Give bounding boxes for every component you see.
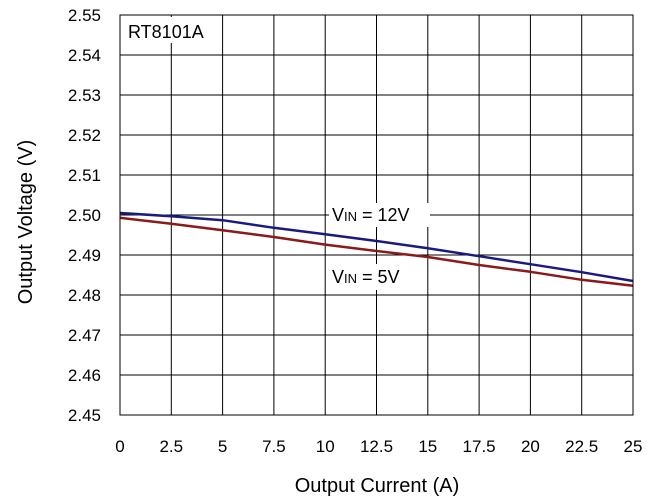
plot-frame (119, 14, 634, 416)
y-tick-label: 2.48 (68, 286, 101, 305)
x-tick-label: 12.5 (360, 437, 393, 456)
y-axis-label: Output Voltage (V) (15, 140, 37, 305)
y-tick-label: 2.54 (68, 46, 101, 65)
x-tick-label: 5 (218, 437, 227, 456)
series-line-vin-12v (119, 211, 634, 283)
y-tick-label: 2.49 (68, 246, 101, 265)
device-label: RT8101A (128, 22, 204, 42)
x-tick-label: 25 (624, 437, 643, 456)
y-tick-label: 2.45 (68, 406, 101, 425)
y-tick-label: 2.47 (68, 326, 101, 345)
vin5-sub: IN (344, 271, 357, 286)
y-tick-label: 2.51 (68, 166, 101, 185)
vin12-label-bg (329, 203, 430, 227)
x-tick-label: 22.5 (565, 437, 598, 456)
x-tick-label: 7.5 (262, 437, 286, 456)
y-tick-labels: 2.45 2.46 2.47 2.48 2.49 2.50 2.51 2.52 2.53 2.54… (68, 6, 101, 425)
vin5-rest: = 5V (357, 267, 400, 287)
x-tick-label: 10 (316, 437, 335, 456)
x-tick-label: 20 (521, 437, 540, 456)
series-lines (119, 211, 634, 288)
x-tick-label: 17.5 (463, 437, 496, 456)
x-axis-label: Output Current (A) (295, 475, 460, 497)
vin12-label: VIN = 12V (332, 205, 410, 225)
vin12-rest: = 12V (357, 205, 410, 225)
vin5-label: VIN = 5V (332, 267, 400, 287)
vin5-v: V (332, 267, 344, 287)
vin5-label-bg (329, 264, 417, 290)
x-tick-label: 15 (418, 437, 437, 456)
y-tick-label: 2.50 (68, 206, 101, 225)
y-tick-label: 2.55 (68, 6, 101, 25)
device-label-box (121, 17, 220, 43)
x-tick-label: 0 (115, 437, 124, 456)
y-tick-label: 2.46 (68, 366, 101, 385)
vin12-sub: IN (344, 209, 357, 224)
x-tick-label: 2.5 (159, 437, 183, 456)
series-line-vin-5v (119, 216, 634, 288)
x-tick-labels: 0 2.5 5 7.5 10 12.5 15 17.5 20 22.5 25 (115, 437, 642, 456)
y-tick-label: 2.52 (68, 126, 101, 145)
y-tick-label: 2.53 (68, 86, 101, 105)
vin12-v: V (332, 205, 344, 225)
